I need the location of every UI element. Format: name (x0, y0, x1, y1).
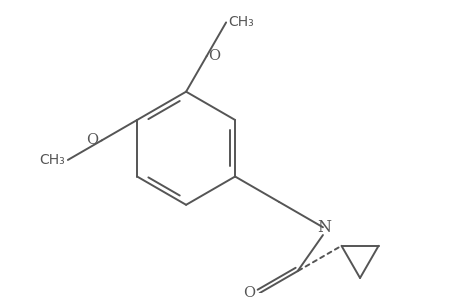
Text: CH₃: CH₃ (228, 15, 253, 29)
Text: N: N (316, 219, 330, 236)
Text: CH₃: CH₃ (39, 153, 65, 167)
Text: O: O (208, 49, 220, 63)
Text: O: O (86, 134, 99, 147)
Text: O: O (243, 286, 255, 300)
